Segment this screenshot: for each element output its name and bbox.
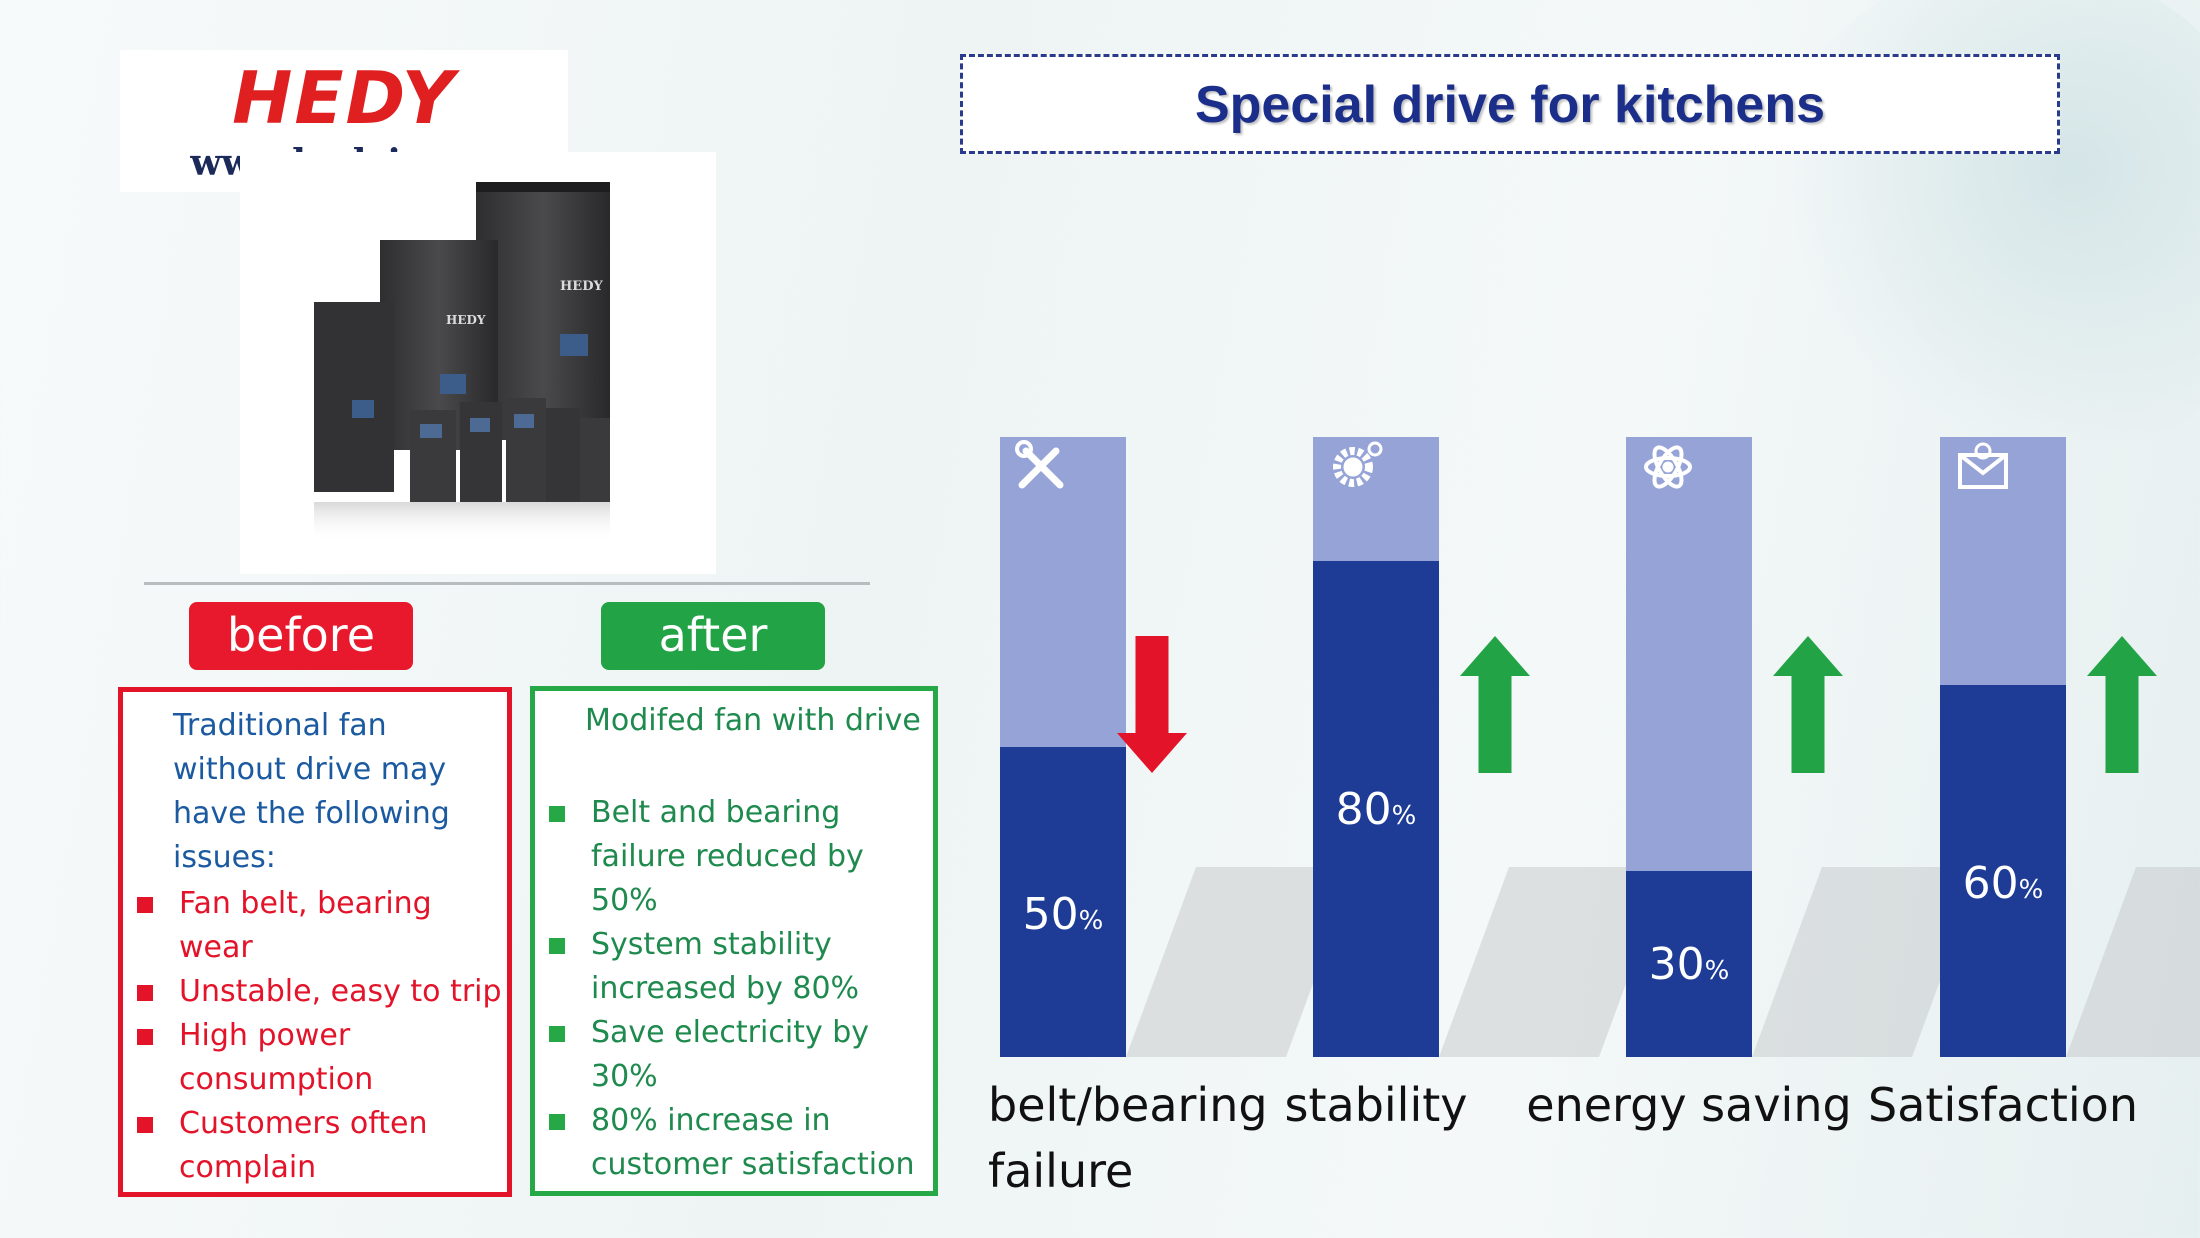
logo-brand: HEDY bbox=[232, 56, 456, 140]
list-item: Unstable, easy to trip bbox=[137, 970, 507, 1014]
list-item: Save electricity by 30% bbox=[549, 1011, 929, 1099]
trend-up-arrow-icon bbox=[2087, 636, 2157, 773]
trend-down-arrow-icon bbox=[1117, 636, 1187, 773]
bar bbox=[1313, 561, 1439, 1057]
trend-up-arrow-icon bbox=[1773, 636, 1843, 773]
bar-shadow bbox=[1752, 867, 1982, 1057]
after-list: Belt and bearing failure reduced by 50% … bbox=[549, 791, 929, 1187]
bullet-icon bbox=[549, 806, 565, 822]
before-intro: Traditional fan without drive may have t… bbox=[173, 708, 450, 875]
list-item: 80% increase in customer satisfaction bbox=[549, 1099, 929, 1187]
data-label: 50% bbox=[1023, 889, 1104, 940]
bar-chart: 50% belt/bearing failure 80% stability 30% ene… bbox=[988, 437, 2200, 1198]
bar-shadow bbox=[1126, 867, 1356, 1057]
data-label: 80% bbox=[1336, 784, 1417, 835]
before-badge: before bbox=[189, 602, 413, 670]
bar-shadow bbox=[2066, 867, 2200, 1057]
list-item: Customers often complain bbox=[137, 1102, 507, 1190]
after-panel: Modifed fan with drive Belt and bearing … bbox=[530, 686, 938, 1196]
bar-group: 80% stability bbox=[1285, 437, 1669, 1132]
list-item: System stability increased by 80% bbox=[549, 923, 929, 1011]
mail-icon bbox=[1958, 442, 2008, 489]
divider bbox=[144, 582, 870, 585]
bullet-icon bbox=[137, 1117, 153, 1133]
product-brand-text: HEDY bbox=[560, 279, 603, 294]
svg-text:HEDY: HEDY bbox=[446, 313, 486, 327]
category-label: stability bbox=[1285, 1078, 1468, 1132]
bar bbox=[1626, 871, 1752, 1057]
bar-shadow bbox=[1439, 867, 1669, 1057]
after-intro: Modifed fan with drive bbox=[585, 703, 921, 738]
before-panel: Traditional fan without drive may have t… bbox=[118, 687, 512, 1197]
bullet-icon bbox=[549, 1026, 565, 1042]
bullet-icon bbox=[549, 938, 565, 954]
data-label: 30% bbox=[1649, 939, 1730, 990]
category-label: belt/bearing failure bbox=[988, 1078, 1268, 1198]
data-label: 60% bbox=[1963, 858, 2044, 909]
atom-icon bbox=[1644, 445, 1692, 489]
list-item: Belt and bearing failure reduced by 50% bbox=[549, 791, 929, 923]
category-label: energy saving bbox=[1526, 1078, 1851, 1132]
bar-group: 30% energy saving bbox=[1526, 437, 1982, 1132]
after-badge: after bbox=[601, 602, 825, 670]
bullet-icon bbox=[137, 985, 153, 1001]
before-list: Fan belt, bearing wear Unstable, easy to… bbox=[137, 882, 507, 1190]
page-title: Special drive for kitchens bbox=[1194, 76, 1826, 134]
bar bbox=[1940, 685, 2066, 1057]
list-item: High power consumption bbox=[137, 1014, 507, 1102]
bar bbox=[1000, 747, 1126, 1057]
bullet-icon bbox=[549, 1114, 565, 1130]
bullet-icon bbox=[137, 1029, 153, 1045]
bullet-icon bbox=[137, 897, 153, 913]
product-image: HEDY HEDY bbox=[240, 152, 716, 574]
title-box: Special drive for kitchens bbox=[960, 54, 2060, 154]
bar-group: 50% belt/bearing failure bbox=[988, 437, 1356, 1198]
trend-up-arrow-icon bbox=[1460, 636, 1530, 773]
list-item: Fan belt, bearing wear bbox=[137, 882, 507, 970]
tools-icon bbox=[1015, 440, 1064, 489]
bar-group: 60% Satisfaction bbox=[1868, 437, 2200, 1132]
gear-icon bbox=[1333, 441, 1383, 487]
category-label: Satisfaction bbox=[1868, 1078, 2138, 1132]
